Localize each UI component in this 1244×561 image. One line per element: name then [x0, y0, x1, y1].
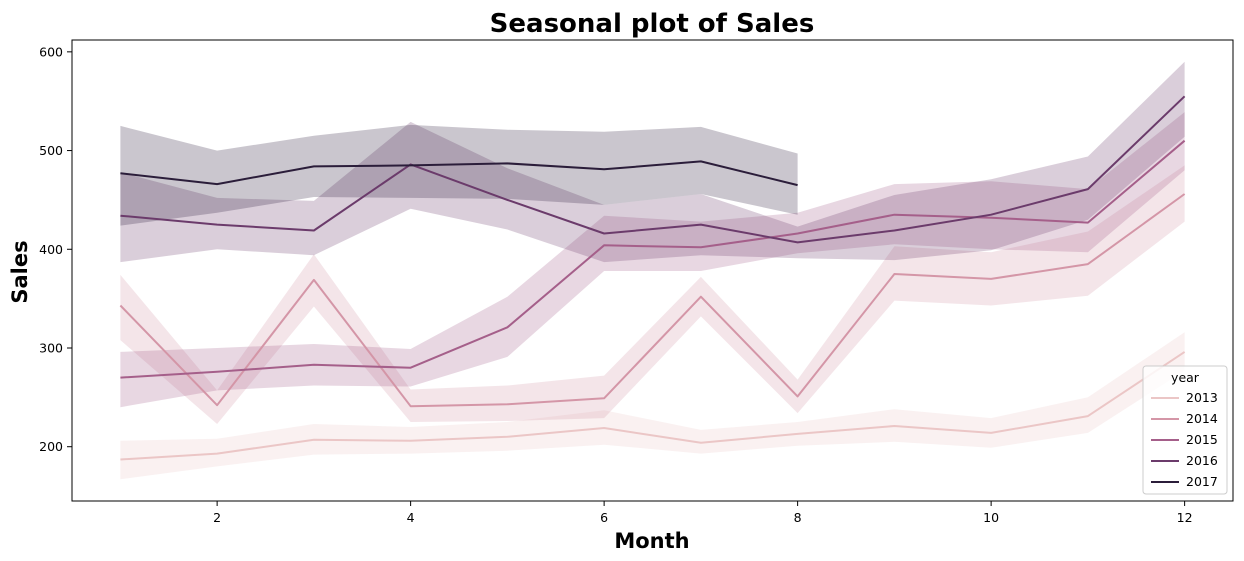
legend-label-2014: 2014: [1186, 411, 1218, 426]
x-tick-label-10: 10: [983, 510, 999, 525]
legend-label-2016: 2016: [1186, 453, 1218, 468]
confidence-bands: [120, 61, 1185, 480]
series-line-2017: [120, 160, 798, 187]
band-2016: [120, 61, 1185, 263]
legend-label-2013: 2013: [1186, 390, 1218, 405]
x-tick-label-6: 6: [600, 510, 608, 525]
y-tick-label-500: 500: [39, 143, 63, 158]
y-tick-label-200: 200: [39, 439, 63, 454]
band-2015: [120, 112, 1185, 408]
chart-title: Seasonal plot of Sales: [490, 9, 815, 39]
legend: year 2013 2014 2015 2016 2017: [1142, 365, 1228, 495]
x-tick-label-12: 12: [1177, 510, 1193, 525]
plot-frame: [71, 39, 1234, 502]
x-axis-label: Month: [614, 529, 689, 553]
legend-items: 2013 2014 2015 2016 2017: [1151, 390, 1218, 489]
y-tick-label-400: 400: [39, 242, 63, 257]
legend-label-2017: 2017: [1186, 474, 1218, 489]
x-tick-label-2: 2: [213, 510, 221, 525]
y-tick-label-600: 600: [39, 44, 63, 59]
y-tick-label-300: 300: [39, 340, 63, 355]
series-lines: [119, 95, 1186, 461]
y-axis-label: Sales: [8, 240, 32, 303]
y-axis: 200 300 400 500 600: [39, 44, 72, 454]
x-axis: 2 4 6 8 10 12: [213, 501, 1193, 525]
legend-title: year: [1171, 370, 1200, 385]
series-line-2016: [120, 95, 1186, 244]
band-2013: [120, 332, 1185, 480]
band-2014: [120, 165, 1185, 424]
series-line-2015: [120, 139, 1186, 379]
x-tick-label-4: 4: [407, 510, 415, 525]
band-2017: [120, 124, 798, 226]
x-tick-label-8: 8: [794, 510, 802, 525]
series-line-2013: [120, 351, 1186, 461]
series-line-2014: [119, 193, 1186, 408]
legend-label-2015: 2015: [1186, 432, 1218, 447]
